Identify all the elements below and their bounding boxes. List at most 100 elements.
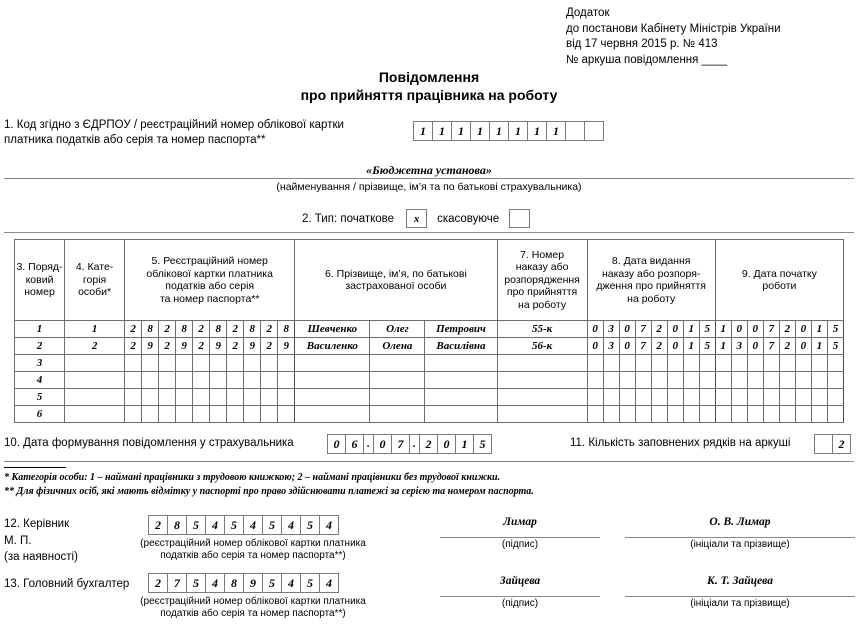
cell-order-date-digit[interactable]: 2 [650, 337, 668, 355]
cell-order-date-digit[interactable] [586, 388, 604, 406]
cell-tax-digit[interactable]: 9 [175, 337, 194, 355]
cell-start-date-digit[interactable]: 5 [826, 337, 845, 355]
cell-surname[interactable]: Василенко [294, 337, 371, 355]
cell-tax-digit[interactable] [243, 371, 262, 389]
cell-order-date-digit[interactable] [682, 354, 700, 372]
cell-start-date-digit[interactable]: 0 [794, 320, 812, 338]
cell-tax-digit[interactable]: 2 [260, 337, 279, 355]
cell-start-date-digit[interactable] [714, 371, 732, 389]
cell-start-date-digit[interactable] [714, 405, 732, 423]
cell-tax-digit[interactable] [175, 371, 194, 389]
cell-tax-digit[interactable] [226, 371, 245, 389]
cell-order-no[interactable] [496, 354, 588, 372]
cell-tax-digit[interactable]: 8 [243, 320, 262, 338]
cell-start-date-digit[interactable] [746, 405, 764, 423]
cell-order-date-digit[interactable]: 3 [602, 337, 620, 355]
cell-tax-digit[interactable]: 2 [192, 337, 211, 355]
cell-tax-digit[interactable] [226, 405, 245, 423]
cell-order-date-digit[interactable]: 0 [586, 337, 604, 355]
cell-start-date-digit[interactable] [730, 371, 748, 389]
digit-cell[interactable]: 1 [508, 121, 528, 141]
cell-seq[interactable]: 2 [13, 337, 66, 355]
digit-cell[interactable]: 0 [327, 434, 346, 454]
cell-order-date-digit[interactable]: 2 [650, 320, 668, 338]
cell-order-date-digit[interactable] [586, 371, 604, 389]
table-row[interactable]: 1 1 2 8 2 8 2 8 2 8 2 8 Шевченко Олег Петрович 55-к 0 3 0 7… [13, 320, 845, 338]
cell-tax-digit[interactable] [141, 405, 160, 423]
cell-tax-digit[interactable] [124, 371, 143, 389]
cell-start-date-digit[interactable] [778, 354, 796, 372]
digit-cell[interactable] [565, 121, 585, 141]
cell-order-date-digit[interactable] [650, 371, 668, 389]
cell-order-date-digit[interactable]: 1 [682, 320, 700, 338]
cell-surname[interactable] [294, 388, 371, 406]
digit-cell[interactable]: 9 [243, 573, 263, 593]
cell-tax-digit[interactable] [260, 371, 279, 389]
cell-start-date-digit[interactable] [746, 371, 764, 389]
cell-surname[interactable] [294, 354, 371, 372]
cell-order-date-digit[interactable]: 5 [698, 320, 716, 338]
cell-tax-digit[interactable] [124, 388, 143, 406]
cell-tax-digit[interactable] [260, 405, 279, 423]
cell-start-date-digit[interactable] [810, 371, 828, 389]
cell-start-date-digit[interactable]: 2 [778, 337, 796, 355]
digit-cell[interactable]: 2 [832, 434, 851, 454]
cell-tax-digit[interactable] [141, 354, 160, 372]
digit-cell[interactable]: 6 [345, 434, 364, 454]
digit-cell[interactable]: 4 [319, 573, 339, 593]
table-row[interactable]: 3 [13, 354, 845, 372]
checkbox-cancel[interactable] [509, 209, 531, 228]
cell-tax-digit[interactable] [175, 405, 194, 423]
digit-cell[interactable]: 4 [281, 573, 301, 593]
cell-order-date-digit[interactable] [666, 371, 684, 389]
cell-order-date-digit[interactable] [634, 405, 652, 423]
digit-cell[interactable]: 5 [262, 573, 282, 593]
cell-start-date-digit[interactable] [714, 388, 732, 406]
cell-order-date-digit[interactable] [666, 388, 684, 406]
cell-order-date-digit[interactable]: 0 [666, 337, 684, 355]
cell-start-date-digit[interactable] [794, 405, 812, 423]
cell-order-date-digit[interactable] [618, 388, 636, 406]
cell-order-date-digit[interactable] [634, 354, 652, 372]
cell-name[interactable]: Олена [369, 337, 426, 355]
cell-tax-digit[interactable] [158, 354, 177, 372]
cell-tax-digit[interactable] [175, 354, 194, 372]
cell-tax-digit[interactable] [192, 354, 211, 372]
cell-order-date-digit[interactable] [698, 388, 716, 406]
digit-cell[interactable]: 1 [432, 121, 452, 141]
cell-start-date-digit[interactable] [778, 405, 796, 423]
cell-order-date-digit[interactable] [602, 405, 620, 423]
filled-rows-count-input[interactable]: 2 [814, 434, 851, 454]
cell-start-date-digit[interactable] [810, 354, 828, 372]
cell-start-date-digit[interactable]: 5 [826, 320, 845, 338]
digit-cell[interactable]: 5 [262, 515, 282, 535]
cell-seq[interactable]: 5 [13, 388, 66, 406]
cell-order-date-digit[interactable]: 7 [634, 337, 652, 355]
cell-tax-digit[interactable] [226, 354, 245, 372]
digit-cell[interactable]: 1 [489, 121, 509, 141]
cell-start-date-digit[interactable] [778, 371, 796, 389]
cell-tax-digit[interactable] [158, 388, 177, 406]
cell-tax-digit[interactable]: 2 [158, 320, 177, 338]
digit-cell[interactable]: 4 [205, 573, 225, 593]
cell-order-date-digit[interactable] [682, 371, 700, 389]
cell-order-date-digit[interactable] [698, 371, 716, 389]
digit-cell[interactable]: 4 [281, 515, 301, 535]
table-row[interactable]: 4 [13, 371, 845, 389]
cell-tax-digit[interactable]: 2 [158, 337, 177, 355]
cell-seq[interactable]: 3 [13, 354, 66, 372]
cell-tax-digit[interactable]: 9 [277, 337, 296, 355]
cell-category[interactable] [64, 405, 126, 423]
cell-order-date-digit[interactable]: 1 [682, 337, 700, 355]
cell-patronymic[interactable]: Василівна [424, 337, 498, 355]
cell-surname[interactable] [294, 371, 371, 389]
cell-tax-digit[interactable] [124, 354, 143, 372]
cell-order-no[interactable] [496, 371, 588, 389]
digit-cell[interactable]: 2 [419, 434, 438, 454]
cell-tax-digit[interactable]: 8 [141, 320, 160, 338]
cell-order-date-digit[interactable] [602, 388, 620, 406]
cell-order-date-digit[interactable] [618, 405, 636, 423]
